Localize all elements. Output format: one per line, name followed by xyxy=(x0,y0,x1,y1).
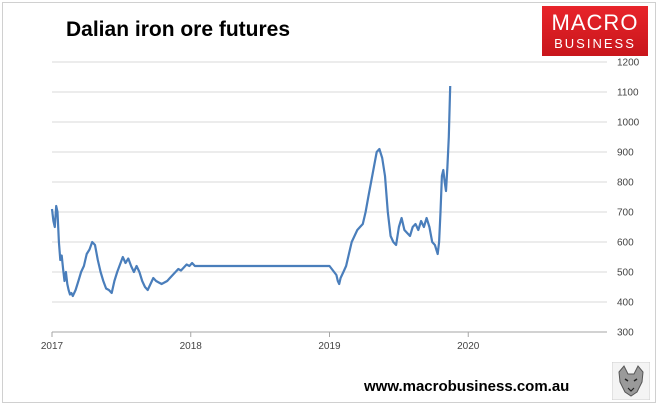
y-tick-label: 1000 xyxy=(617,118,640,129)
website-url: www.macrobusiness.com.au xyxy=(364,378,570,395)
wolf-head-icon xyxy=(612,362,650,400)
y-tick-label: 900 xyxy=(617,148,634,159)
y-tick-label: 800 xyxy=(617,178,634,189)
y-tick-label: 300 xyxy=(617,328,634,339)
y-tick-label: 600 xyxy=(617,238,634,249)
series-line-0 xyxy=(50,85,452,298)
x-tick-label: 2019 xyxy=(318,341,341,352)
logo-line-2: BUSINESS xyxy=(554,36,636,51)
logo-line-1: MACRO xyxy=(551,10,639,35)
macrobusiness-logo: MACRO BUSINESS xyxy=(542,6,648,56)
chart-title: Dalian iron ore futures xyxy=(66,18,291,41)
grid-layer xyxy=(52,61,607,303)
series-layer xyxy=(50,85,452,298)
x-tick-label: 2020 xyxy=(457,341,480,352)
y-tick-label: 1100 xyxy=(617,88,639,99)
axis-layer xyxy=(51,331,607,337)
y-tick-label: 500 xyxy=(617,268,634,279)
y-tick-label: 1200 xyxy=(617,58,640,69)
y-tick-label: 400 xyxy=(617,298,634,309)
tick-label-layer: 300 400 500 600 700 800 900 1000 1100 1200 2017 201… xyxy=(41,58,640,353)
x-tick-label: 2018 xyxy=(180,341,203,352)
y-tick-label: 700 xyxy=(617,208,634,219)
x-tick-label: 2017 xyxy=(41,341,64,352)
